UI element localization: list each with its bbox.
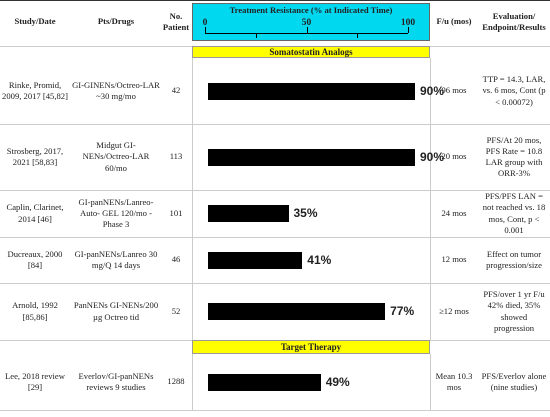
column-rule <box>192 354 193 410</box>
row-rule <box>0 410 550 411</box>
followup: 96 mos <box>441 85 467 96</box>
column-rule <box>430 283 431 340</box>
drugs: GI-panNENs/Lanreo 30 mg/Q 14 days <box>74 248 158 270</box>
column-rule <box>430 58 431 124</box>
evaluation: TTP = 14.3, LAR, vs. 6 mos, Cont (p < 0.… <box>482 74 546 107</box>
evaluation: Effect on tumor progression/size <box>486 248 542 270</box>
column-rule <box>192 190 193 237</box>
column-rule <box>430 190 431 237</box>
header-followup: F/u (mos) <box>436 16 472 27</box>
row-rule <box>0 190 550 191</box>
patients: 46 <box>171 254 181 265</box>
axis-tick <box>205 27 206 33</box>
resistance-label: 90% <box>420 149 445 164</box>
resistance-label: 77% <box>390 304 415 318</box>
column-rule <box>192 58 193 124</box>
patients: 52 <box>171 305 181 316</box>
patients: 101 <box>169 207 183 218</box>
resistance-bar <box>208 303 386 320</box>
evaluation: PFS/At 20 mos, PFS Rate = 10.8 LAR group… <box>485 134 543 179</box>
study: Caplin, Clarinet, 2014 [46] <box>6 202 64 224</box>
axis-minor-tick <box>357 33 359 38</box>
study: Rinke, Promid, 2009, 2017 [45,82] <box>2 79 68 101</box>
followup: 24 mos <box>441 207 467 218</box>
resistance-label: 90% <box>420 83 445 98</box>
row-rule <box>0 237 550 238</box>
drugs: GI-panNENs/Lanreo-Auto- GEL 120/mo -Phas… <box>78 196 154 230</box>
row-rule <box>0 283 550 284</box>
resistance-bar <box>208 82 415 100</box>
header-study: Study/Date <box>14 16 56 27</box>
drugs: Midgut GI-NENs/Octreo-LAR 60/mo <box>82 140 150 173</box>
followup: ≥12 mos <box>439 305 469 316</box>
resistance-bar <box>208 148 415 166</box>
resistance-bar <box>208 251 303 269</box>
top-rule <box>0 0 550 1</box>
resistance-bar <box>208 205 289 222</box>
axis-minor-tick <box>255 33 257 38</box>
axis-tick <box>306 27 308 33</box>
resistance-label: 41% <box>307 252 332 267</box>
resistance-title: Treatment Resistance (% at Indicated Tim… <box>229 5 393 16</box>
column-rule <box>192 283 193 340</box>
resistance-label: 35% <box>293 206 318 220</box>
followup: Mean 10.3 mos <box>435 370 473 392</box>
evaluation: PFS/over 1 yr F/u 42% died, 35% showed p… <box>483 289 545 333</box>
drugs: Everlov/GI-panNENs reviews 9 studies <box>78 370 154 392</box>
axis-tick <box>408 27 409 33</box>
drugs: GI-GINENs/Octreo-LAR ~30 mg/mo <box>72 79 160 101</box>
axis-tick-label: 0 <box>202 18 208 29</box>
evaluation: PFS/PFS LAN = not reached vs. 18 mos, Co… <box>482 191 546 235</box>
axis-tick-label: 50 <box>301 18 312 29</box>
column-rule <box>192 237 193 283</box>
drugs: PanNENs GI-NENs/200 µg Octreo tid <box>73 300 159 322</box>
patients: 42 <box>171 85 181 96</box>
row-rule <box>0 124 550 125</box>
section-title: Somatostatin Analogs <box>192 46 430 58</box>
column-rule <box>430 354 431 410</box>
study: Ducreaux, 2000 [84] <box>7 248 63 270</box>
column-rule <box>192 124 193 190</box>
axis-header: Treatment Resistance (% at Indicated Tim… <box>192 3 430 41</box>
patients: 1288 <box>167 376 185 387</box>
axis-line <box>205 33 408 34</box>
resistance-bar <box>208 373 321 391</box>
patients: 113 <box>169 151 183 162</box>
evaluation: PFS/Everlov alone (nine studies) <box>481 370 547 392</box>
followup: 12 mos <box>441 254 467 265</box>
header-patients: No. Patient <box>162 10 190 32</box>
header-evaluation: Evaluation/ Endpoint/Results <box>482 10 546 32</box>
study: Lee, 2018 review [29] <box>5 370 65 392</box>
study: Arnold, 1992 [85,86] <box>12 300 58 322</box>
column-rule <box>430 124 431 190</box>
study: Strosberg, 2017, 2021 [58,83] <box>6 145 64 167</box>
followup: 20 mos <box>441 151 467 162</box>
column-rule <box>430 237 431 283</box>
resistance-label: 49% <box>325 374 350 389</box>
section-title: Target Therapy <box>192 340 430 354</box>
header-drugs: Pts/Drugs <box>97 16 135 27</box>
axis-tick-label: 100 <box>400 18 416 29</box>
